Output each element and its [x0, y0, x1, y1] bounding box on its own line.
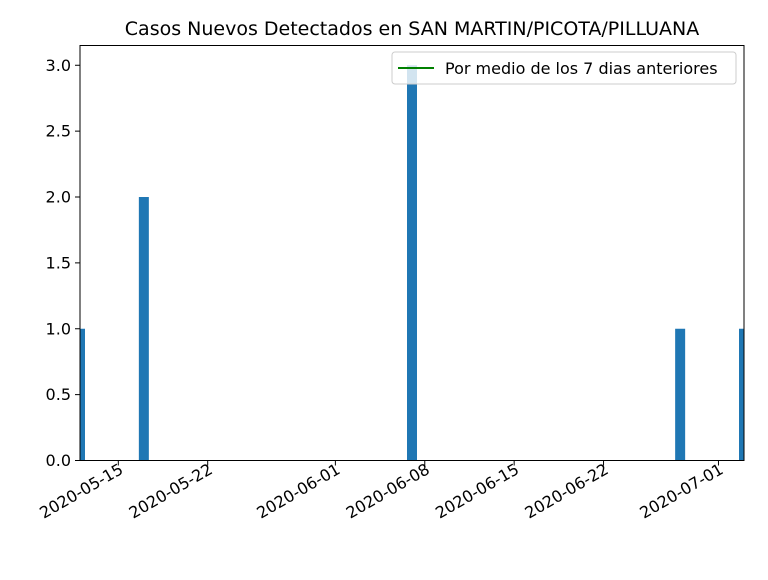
bars-layer	[80, 65, 744, 461]
legend-label: Por medio de los 7 dias anteriores	[445, 59, 718, 78]
y-tick-label: 0.5	[46, 385, 71, 404]
y-tick-label: 2.5	[46, 122, 71, 141]
y-tick-label: 1.5	[46, 253, 71, 272]
bar	[80, 328, 85, 461]
y-tick-label: 0.0	[46, 451, 71, 470]
bar	[138, 197, 149, 461]
y-tick-label: 3.0	[46, 56, 71, 75]
y-axis: 0.0 0.5 1.0 1.5 2.0 2.5 3.0	[46, 56, 80, 470]
plot-frame	[79, 45, 745, 461]
bar	[407, 65, 417, 461]
bar	[675, 328, 686, 461]
y-tick-label: 1.0	[46, 319, 71, 338]
bar	[739, 328, 744, 461]
legend-box	[391, 51, 737, 85]
chart-title: Casos Nuevos Detectados en SAN MARTIN/PI…	[125, 18, 699, 40]
legend: Por medio de los 7 dias anteriores	[391, 51, 737, 85]
y-tick-label: 2.0	[46, 188, 71, 207]
